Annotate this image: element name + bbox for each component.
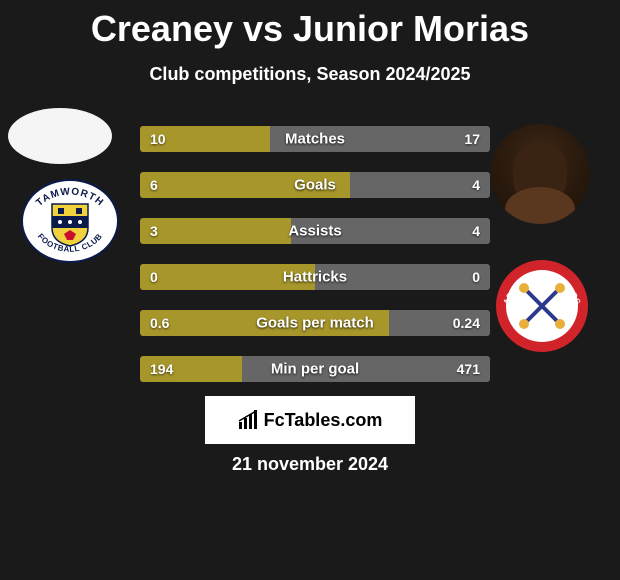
bar-metric-label: Goals [294, 177, 336, 194]
fctables-icon [238, 410, 258, 430]
comparison-chart: 10 Matches 17 6 Goals 4 3 Assists 4 0 Hattricks 0 0.… [140, 126, 490, 402]
bar-value-left: 0.6 [150, 315, 169, 331]
bar-row: 3 Assists 4 [140, 218, 490, 244]
bar-metric-label: Matches [285, 131, 345, 148]
bar-metric-label: Hattricks [283, 269, 347, 286]
bar-value-left: 0 [150, 269, 158, 285]
bar-metric-label: Goals per match [256, 315, 374, 332]
attribution-text: FcTables.com [264, 410, 383, 431]
bar-value-right: 17 [464, 131, 480, 147]
player-right-avatar [490, 124, 590, 224]
club-badge-right: DAGENHAM & REDBRIDGE · 1992 · [494, 258, 590, 354]
bar-metric-label: Min per goal [271, 361, 359, 378]
bar-value-right: 0.24 [453, 315, 480, 331]
page-title: Creaney vs Junior Morias [0, 0, 620, 50]
bar-row: 194 Min per goal 471 [140, 356, 490, 382]
bar-value-right: 4 [472, 223, 480, 239]
bar-value-right: 0 [472, 269, 480, 285]
bar-value-left: 3 [150, 223, 158, 239]
club-badge-left: TAMWORTH FOOTBALL CLUB [20, 178, 120, 264]
player-left-avatar [8, 108, 112, 164]
bar-value-left: 6 [150, 177, 158, 193]
bar-value-right: 4 [472, 177, 480, 193]
bar-metric-label: Assists [288, 223, 341, 240]
date-text: 21 november 2024 [232, 454, 388, 475]
attribution-box: FcTables.com [205, 396, 415, 444]
bar-right-segment [350, 172, 490, 198]
bar-left-segment [140, 218, 291, 244]
subtitle: Club competitions, Season 2024/2025 [0, 64, 620, 85]
bar-value-right: 471 [457, 361, 480, 377]
bar-value-left: 10 [150, 131, 166, 147]
bar-row: 0 Hattricks 0 [140, 264, 490, 290]
bar-row: 10 Matches 17 [140, 126, 490, 152]
bar-row: 6 Goals 4 [140, 172, 490, 198]
bar-value-left: 194 [150, 361, 173, 377]
bar-row: 0.6 Goals per match 0.24 [140, 310, 490, 336]
